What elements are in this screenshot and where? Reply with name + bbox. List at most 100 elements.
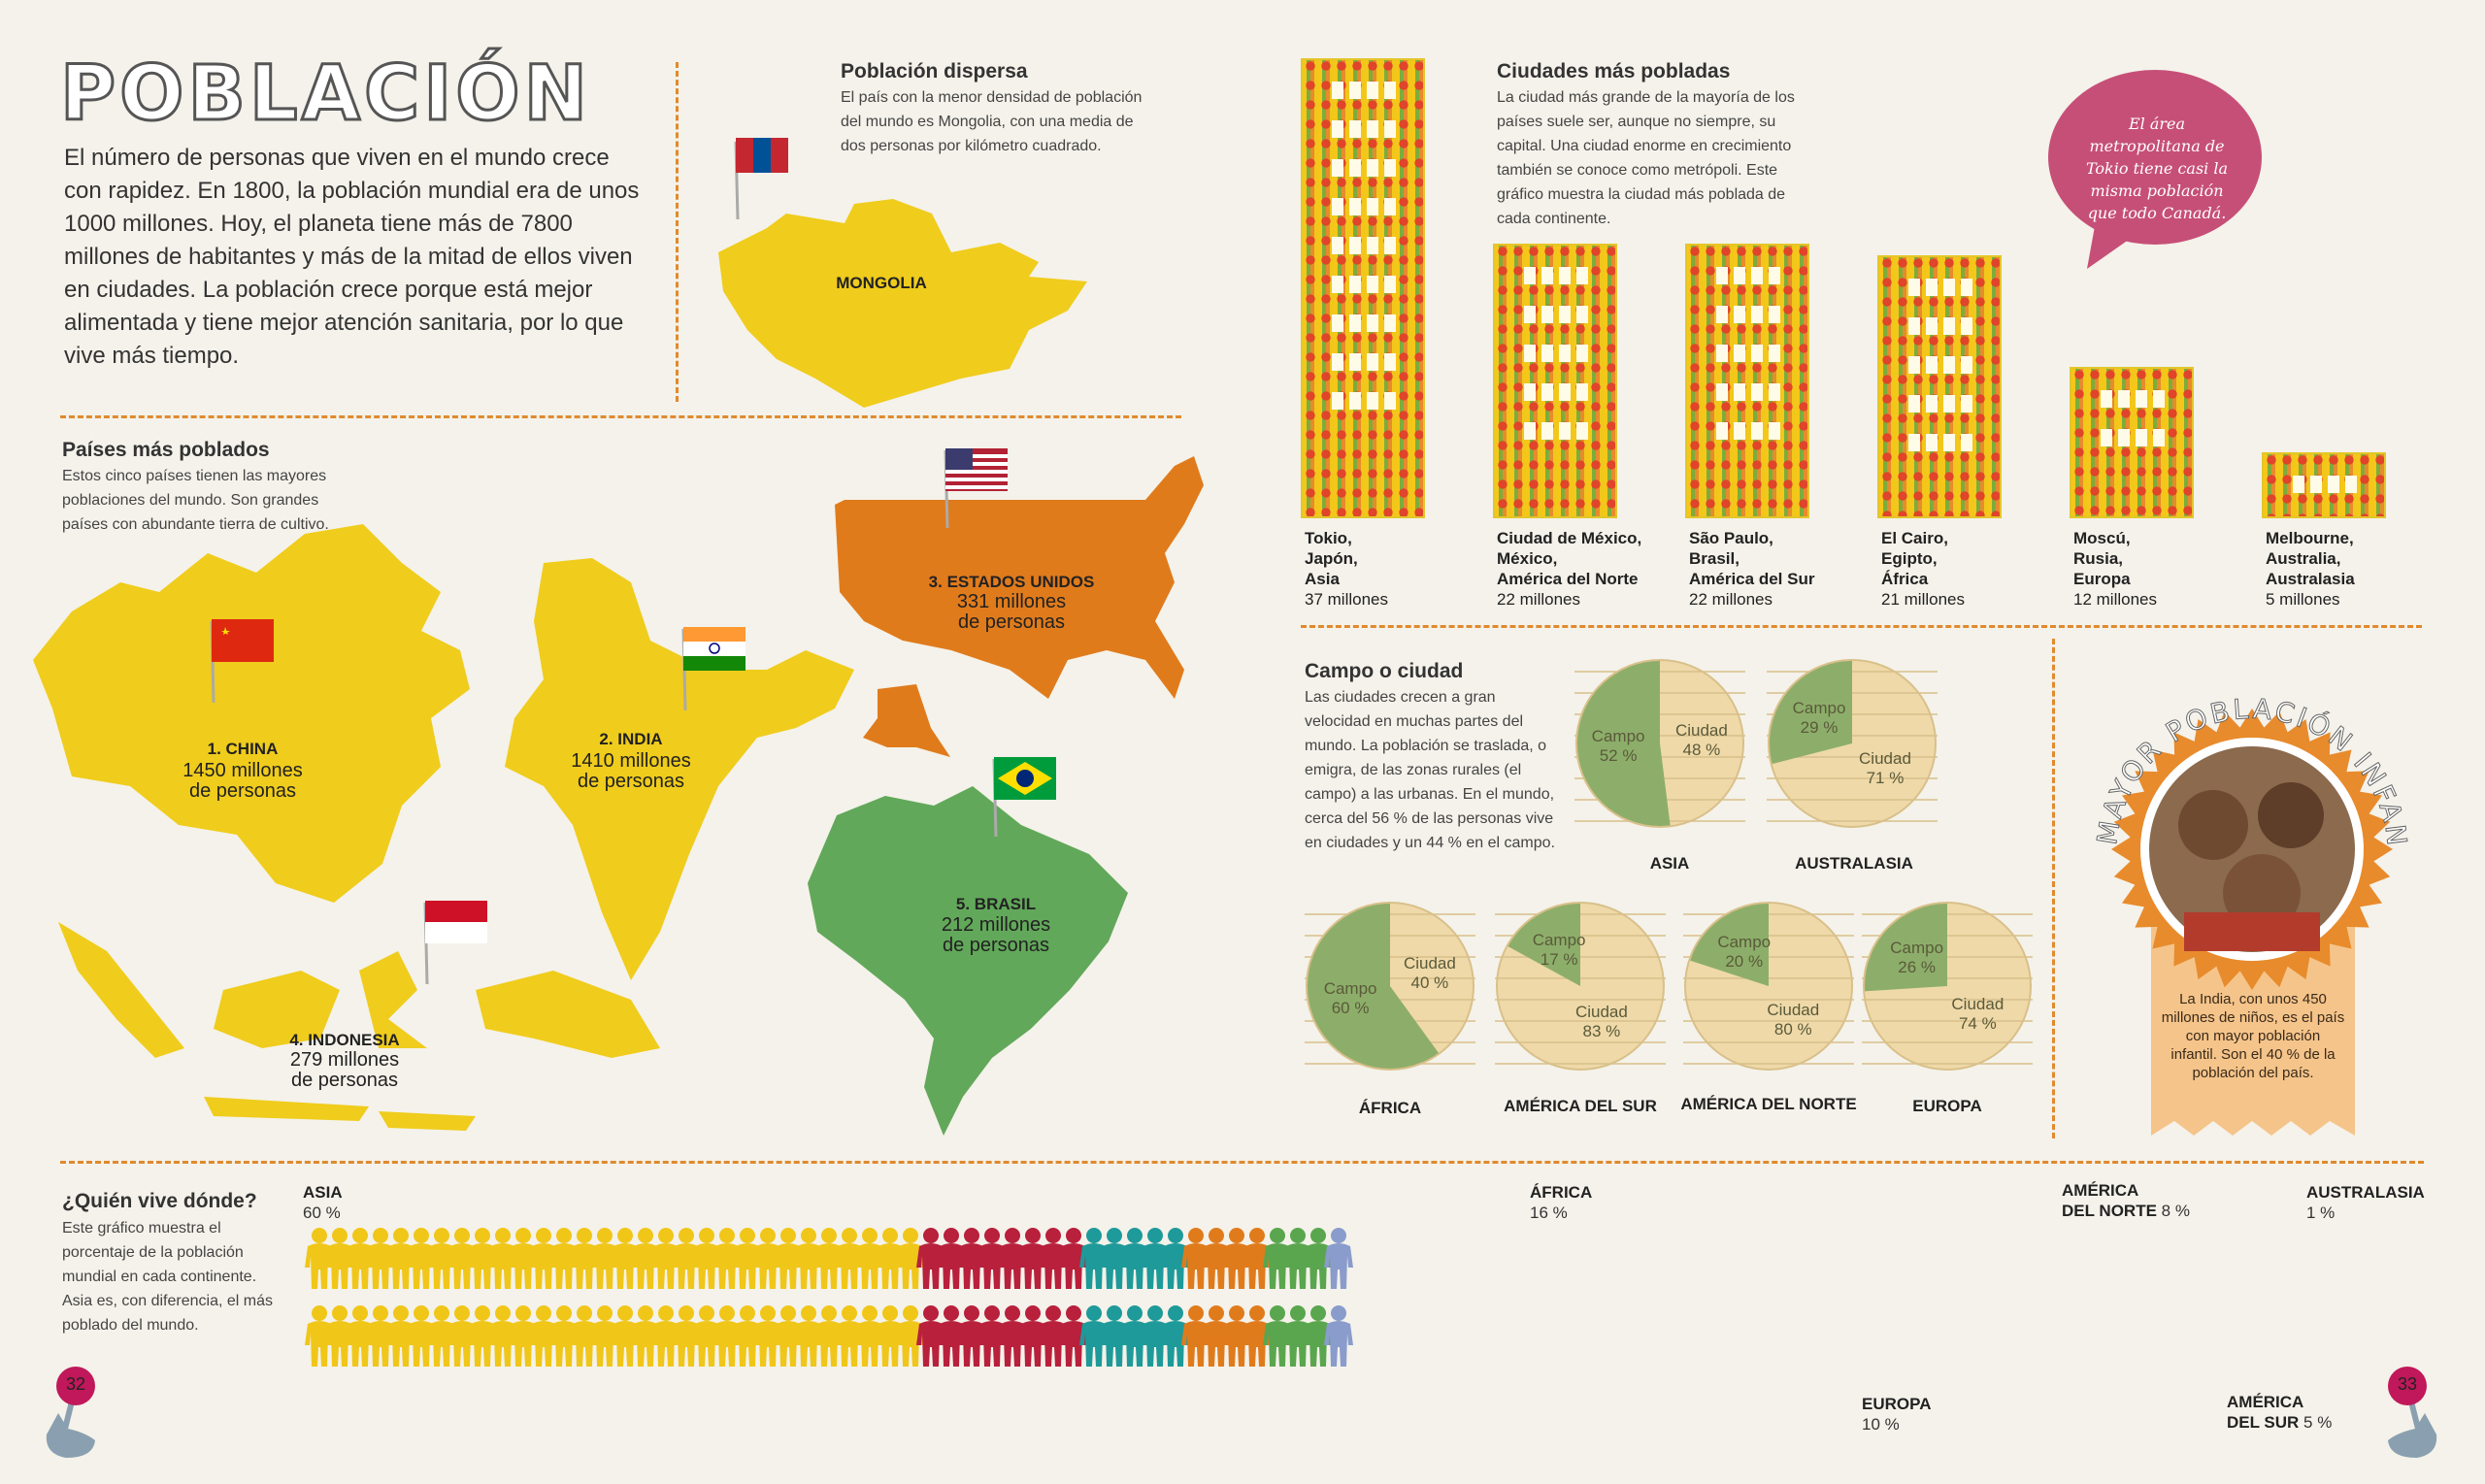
building-window [1349,159,1361,177]
person-icon [976,1304,1009,1369]
person-icon [1139,1227,1172,1291]
person-icon [772,1304,805,1369]
person-icon [364,1304,397,1369]
city-name-line: África [1881,570,1929,588]
building-window [1769,267,1780,284]
pie-campo-slice [1769,660,1852,765]
intro-text: El número de personas que viven en el mu… [64,145,640,369]
city-name-line: México, [1497,549,1558,568]
building-window [1541,345,1553,362]
mongolia-flag-icon [734,138,788,220]
person-icon [303,1304,336,1369]
indonesia-flag-icon [423,901,487,985]
person-icon [751,1227,784,1291]
pie-region-name: AMÉRICA DEL NORTE [1680,1095,1857,1113]
person-icon [1037,1227,1070,1291]
city-name-line: Australasia [2266,570,2355,588]
building-window [1524,267,1536,284]
person-icon [629,1304,662,1369]
pie-campo-label: Campo 60 % [1323,979,1377,1018]
building-window [1576,306,1588,323]
pie-campo-label: Campo 29 % [1792,698,1846,737]
person-icon [1281,1227,1314,1291]
label-asia: ASIA 60 % [303,1183,343,1222]
city-building-1 [1493,244,1617,518]
building-window [1349,120,1361,138]
person-icon [425,1304,458,1369]
building-window [1961,356,1972,374]
city-population: 12 millones [2073,590,2157,609]
label-europe: EUROPA 10 % [1862,1395,1932,1434]
city-label-2: São Paulo, Brasil, América del Sur 22 millo… [1689,528,1873,610]
building-window [1332,120,1343,138]
pie-ciudad-label: Ciudad 74 % [1951,995,2005,1034]
infantil-text: La India, con unos 450 millones de niños… [2161,991,2345,1081]
building-window [1367,353,1378,371]
person-icon [1098,1227,1131,1291]
building-window [1769,383,1780,401]
india-value: 1410 millones [571,750,691,772]
person-icon [344,1304,377,1369]
person-icon [1179,1227,1212,1291]
building-window [1332,159,1343,177]
building-window [1769,306,1780,323]
person-icon [364,1227,397,1291]
building-window [1943,317,1955,335]
pie-campo-label: Campo 17 % [1532,930,1586,969]
building-window [1349,276,1361,293]
china-map [33,524,470,903]
pie-campo-label: Campo 26 % [1890,938,1944,976]
person-icon [568,1227,601,1291]
person-icon [914,1227,947,1291]
page-pin-right-icon [2388,1367,2437,1458]
person-icon [1281,1304,1314,1369]
paises-text: Estos cinco países tienen las mayores po… [62,468,329,533]
building-window [1349,353,1361,371]
person-icon [384,1227,417,1291]
rosette-badge: LA MAYOR POBLACIÓN INFANTIL [2058,641,2411,1145]
city-building-0 [1301,58,1425,518]
building-window [1367,314,1378,332]
city-population: 5 millones [2266,590,2340,609]
person-icon [853,1304,886,1369]
city-population: 21 millones [1881,590,1965,609]
building-window [1384,353,1396,371]
brazil-unit: de personas [942,935,1050,956]
pie-region-name: AUSTRALASIA [1795,854,1913,873]
pie-region-name: ASIA [1649,854,1690,873]
person-icon [955,1304,988,1369]
building-window [1961,279,1972,296]
person-icon [1179,1304,1212,1369]
building-window [1734,306,1745,323]
person-icon [547,1227,580,1291]
city-label-0: Tokio, Japón, Asia 37 millones [1305,528,1489,610]
building-window [1926,356,1938,374]
person-icon [425,1227,458,1291]
person-icon [446,1304,479,1369]
building-window [2310,476,2322,493]
pie-4 [1683,902,1854,1071]
person-icon [588,1304,621,1369]
pie-campo-slice [1307,903,1440,1070]
building-window [1524,383,1536,401]
person-icon [874,1227,907,1291]
pie-ciudad-label: Ciudad 71 % [1859,749,1911,788]
person-icon [731,1304,764,1369]
person-icon [303,1227,336,1291]
quien-heading: ¿Quién vive dónde? [62,1190,257,1212]
building-window [1541,267,1553,284]
person-icon [1098,1304,1131,1369]
person-icon [670,1227,703,1291]
building-window [1384,159,1396,177]
person-icon [894,1304,927,1369]
divider [60,415,1181,418]
building-window [1559,267,1571,284]
city-building-3 [1877,255,2002,518]
brazil-flag-icon [992,757,1056,838]
person-icon [670,1304,703,1369]
divider [676,62,679,402]
pie-region-name: AMÉRICA DEL SUR [1504,1097,1657,1115]
building-window [1349,198,1361,215]
building-window [1384,392,1396,410]
paises-heading: Países más poblados [62,439,270,461]
